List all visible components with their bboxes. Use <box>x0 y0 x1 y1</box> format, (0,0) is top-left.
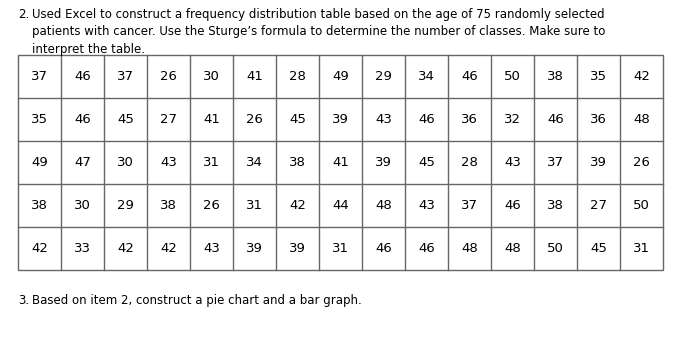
Text: 37: 37 <box>31 70 48 83</box>
Text: 28: 28 <box>289 70 306 83</box>
Text: 50: 50 <box>633 199 650 212</box>
Text: 39: 39 <box>375 156 392 169</box>
Text: 47: 47 <box>74 156 91 169</box>
Text: 46: 46 <box>504 199 521 212</box>
Text: 42: 42 <box>160 242 177 255</box>
Text: 39: 39 <box>332 113 349 126</box>
Text: 26: 26 <box>160 70 177 83</box>
Text: 38: 38 <box>547 199 564 212</box>
Text: 37: 37 <box>547 156 564 169</box>
Text: 44: 44 <box>332 199 349 212</box>
Text: 27: 27 <box>590 199 607 212</box>
Bar <box>18 55 663 270</box>
Text: 46: 46 <box>375 242 392 255</box>
Text: 31: 31 <box>246 199 263 212</box>
Text: 37: 37 <box>117 70 134 83</box>
Text: 26: 26 <box>246 113 263 126</box>
Text: 43: 43 <box>160 156 177 169</box>
Text: 30: 30 <box>203 70 220 83</box>
Text: 46: 46 <box>461 70 478 83</box>
Text: 45: 45 <box>590 242 607 255</box>
Text: 41: 41 <box>332 156 349 169</box>
Text: Based on item 2, construct a pie chart and a bar graph.: Based on item 2, construct a pie chart a… <box>32 294 362 307</box>
Text: 43: 43 <box>375 113 392 126</box>
Text: 35: 35 <box>590 70 607 83</box>
Text: 30: 30 <box>117 156 134 169</box>
Text: 29: 29 <box>375 70 392 83</box>
Text: 39: 39 <box>590 156 607 169</box>
Text: 43: 43 <box>418 199 435 212</box>
Text: 46: 46 <box>418 242 435 255</box>
Text: 45: 45 <box>117 113 134 126</box>
Text: 29: 29 <box>117 199 134 212</box>
Text: Used Excel to construct a frequency distribution table based on the age of 75 ra: Used Excel to construct a frequency dist… <box>32 8 605 56</box>
Text: 31: 31 <box>203 156 220 169</box>
Text: 48: 48 <box>504 242 521 255</box>
Text: 31: 31 <box>633 242 650 255</box>
Text: 39: 39 <box>246 242 263 255</box>
Text: 36: 36 <box>590 113 607 126</box>
Text: 34: 34 <box>418 70 435 83</box>
Text: 46: 46 <box>74 113 91 126</box>
Text: 30: 30 <box>74 199 91 212</box>
Text: 41: 41 <box>246 70 263 83</box>
Text: 34: 34 <box>246 156 263 169</box>
Text: 45: 45 <box>418 156 435 169</box>
Text: 28: 28 <box>461 156 478 169</box>
Text: 2.: 2. <box>18 8 29 21</box>
Text: 48: 48 <box>375 199 392 212</box>
Text: 3.: 3. <box>18 294 29 307</box>
Text: 48: 48 <box>633 113 650 126</box>
Text: 26: 26 <box>203 199 220 212</box>
Text: 35: 35 <box>31 113 48 126</box>
Text: 42: 42 <box>31 242 48 255</box>
Text: 50: 50 <box>547 242 564 255</box>
Text: 50: 50 <box>504 70 521 83</box>
Text: 43: 43 <box>203 242 220 255</box>
Text: 46: 46 <box>74 70 91 83</box>
Text: 42: 42 <box>117 242 134 255</box>
Text: 38: 38 <box>547 70 564 83</box>
Text: 33: 33 <box>74 242 91 255</box>
Text: 31: 31 <box>332 242 349 255</box>
Text: 43: 43 <box>504 156 521 169</box>
Text: 27: 27 <box>160 113 177 126</box>
Text: 49: 49 <box>332 70 349 83</box>
Text: 41: 41 <box>203 113 220 126</box>
Text: 46: 46 <box>418 113 435 126</box>
Text: 36: 36 <box>461 113 478 126</box>
Text: 39: 39 <box>289 242 306 255</box>
Text: 42: 42 <box>633 70 650 83</box>
Text: 49: 49 <box>31 156 48 169</box>
Text: 45: 45 <box>289 113 306 126</box>
Text: 38: 38 <box>289 156 306 169</box>
Text: 48: 48 <box>461 242 478 255</box>
Text: 42: 42 <box>289 199 306 212</box>
Text: 26: 26 <box>633 156 650 169</box>
Text: 46: 46 <box>547 113 564 126</box>
Text: 38: 38 <box>31 199 48 212</box>
Text: 38: 38 <box>160 199 177 212</box>
Text: 32: 32 <box>504 113 521 126</box>
Text: 37: 37 <box>461 199 478 212</box>
